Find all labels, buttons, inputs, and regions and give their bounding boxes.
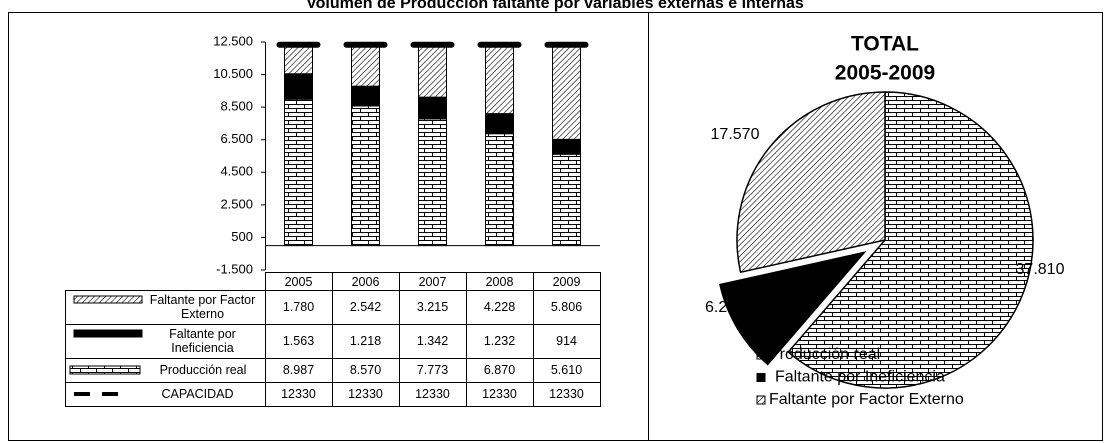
bar-segment xyxy=(284,44,313,75)
table-value: 12330 xyxy=(482,387,517,401)
table-value: 6.870 xyxy=(483,363,516,377)
table-value: 2.542 xyxy=(349,300,382,314)
bar-segment xyxy=(284,73,313,100)
table-value: 5.610 xyxy=(550,363,583,377)
page-title: Volumen de Producción faltante por varia… xyxy=(306,0,804,12)
table-value: 914 xyxy=(556,334,577,348)
pie-slice xyxy=(719,251,867,366)
bar-segment xyxy=(485,133,514,247)
x-tick-label: 2006 xyxy=(351,274,380,289)
table-value: 5.806 xyxy=(550,300,583,314)
table-value: 7.773 xyxy=(416,363,449,377)
legend-label: Faltante por Factor Externo xyxy=(769,391,964,408)
table-value: 1.563 xyxy=(282,334,315,348)
legend-symbol xyxy=(73,329,143,338)
pie-slice xyxy=(787,91,1034,389)
bar-segment xyxy=(418,96,447,120)
table-value: 1.232 xyxy=(483,334,516,348)
table-value: 8.570 xyxy=(349,363,382,377)
legend-label: Producción real xyxy=(159,363,247,377)
y-tick-label: 12.500 xyxy=(213,33,253,48)
y-tick-label: 4.500 xyxy=(220,164,253,179)
table-value: 1.342 xyxy=(416,334,449,348)
y-tick-label: 6.500 xyxy=(220,131,253,146)
table-value: 12330 xyxy=(348,387,383,401)
legend-label: CAPACIDAD xyxy=(161,387,234,401)
y-tick-label: 10.500 xyxy=(213,66,253,81)
y-tick-label: 500 xyxy=(231,229,253,244)
legend-marker xyxy=(756,395,766,405)
table-value: 12330 xyxy=(549,387,584,401)
bar-segment xyxy=(485,113,514,135)
bar-segment xyxy=(552,44,581,140)
x-tick-label: 2005 xyxy=(284,274,313,289)
table-value: 1.218 xyxy=(349,334,382,348)
legend-label: Faltante por Ineficiencia xyxy=(169,327,236,355)
pie-slice xyxy=(736,91,886,274)
table-value: 1.780 xyxy=(282,300,315,314)
x-tick-label: 2009 xyxy=(552,274,581,289)
table-value: 4.228 xyxy=(483,300,516,314)
bar-segment xyxy=(552,153,581,247)
y-tick-label: 8.500 xyxy=(220,99,253,114)
bar-segment xyxy=(418,118,447,247)
pie-value-label: 37.810 xyxy=(1016,261,1065,278)
bar-segment xyxy=(485,44,514,115)
bar-segment xyxy=(351,105,380,247)
bar-segment xyxy=(284,98,313,247)
legend-label: Faltante por Factor Externo xyxy=(149,293,256,321)
table-value: 3.215 xyxy=(416,300,449,314)
x-tick-label: 2008 xyxy=(485,274,514,289)
pie-value-label: 17.570 xyxy=(711,126,760,143)
table-value: 12330 xyxy=(281,387,316,401)
legend-label: Producción real xyxy=(769,346,880,363)
bar-segment xyxy=(351,85,380,107)
pie-title: TOTAL xyxy=(851,33,919,56)
legend-marker xyxy=(756,373,766,382)
bar-segment xyxy=(552,138,581,155)
pie-subtitle: 2005-2009 xyxy=(835,62,935,85)
right-panel xyxy=(648,12,1103,441)
bar-segment xyxy=(418,44,447,98)
legend-symbol xyxy=(69,365,141,375)
table-value: 12330 xyxy=(415,387,450,401)
table-value: 8.987 xyxy=(282,363,315,377)
y-tick-label: 2.500 xyxy=(220,196,253,211)
y-tick-label: -1.500 xyxy=(216,261,253,276)
legend-label: Faltante por Ineficiencia xyxy=(775,369,945,386)
legend-symbol xyxy=(73,295,143,304)
pie-value-label: 6.270 xyxy=(705,299,745,316)
bar-segment xyxy=(351,44,380,87)
x-tick-label: 2007 xyxy=(418,274,447,289)
